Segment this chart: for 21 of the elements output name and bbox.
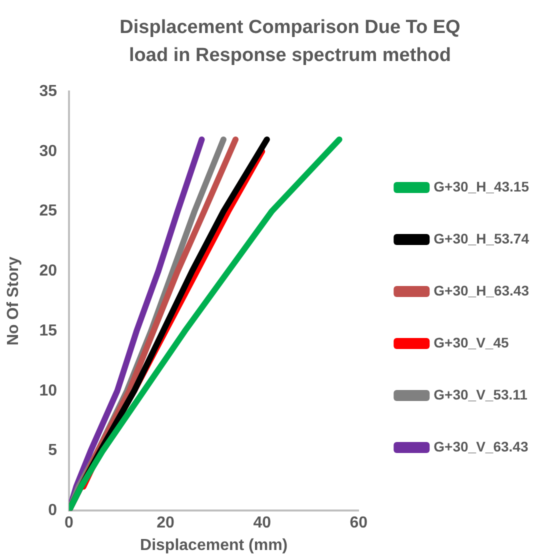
legend-label: G+30_V_53.11 <box>434 386 528 402</box>
y-tick-label: 5 <box>48 442 58 460</box>
legend-label: G+30_H_53.74 <box>434 230 530 246</box>
x-tick-label: 20 <box>156 514 175 532</box>
x-tick-label: 40 <box>253 514 272 532</box>
y-tick-label: 0 <box>48 502 58 520</box>
x-tick-label: 0 <box>64 514 74 532</box>
legend-label: G+30_H_43.15 <box>434 178 530 194</box>
y-tick-label: 35 <box>39 83 58 100</box>
chart-title: Displacement Comparison Due To EQ load in Response spectrum method <box>118 16 462 68</box>
legend-label: G+30_V_63.43 <box>434 438 528 454</box>
legend-label: G+30_V_45 <box>434 334 509 350</box>
y-tick-label: 20 <box>39 262 58 280</box>
y-tick-label: 10 <box>39 382 58 400</box>
y-axis-title: No Of Story <box>5 256 22 346</box>
y-tick-label: 25 <box>39 202 58 220</box>
x-axis-title: Displacement (mm) <box>140 536 288 554</box>
y-tick-label: 30 <box>39 142 58 160</box>
x-tick-label: 60 <box>350 514 368 532</box>
y-tick-label: 15 <box>39 322 58 340</box>
legend-label: G+30_H_63.43 <box>434 282 530 298</box>
